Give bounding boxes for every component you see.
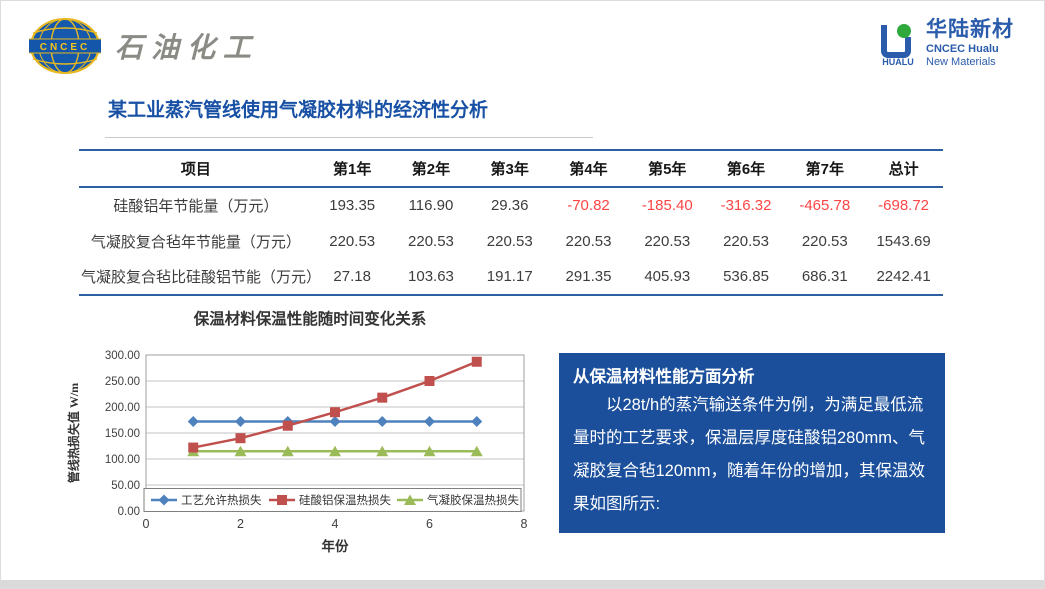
svg-text:300.00: 300.00 [105,350,140,362]
svg-text:HUALU: HUALU [882,57,914,67]
table-row: 气凝胶复合毡比硅酸铝节能（万元） 27.18 103.63 191.17 291… [79,259,943,295]
svg-text:0: 0 [143,517,150,531]
chart-legend: 工艺允许热损失 硅酸铝保温热损失 气凝胶保温热损失 [143,488,522,512]
cell: -465.78 [799,197,851,214]
cell: 27.18 [333,268,371,285]
svg-text:8: 8 [521,517,528,531]
svg-text:CNCEC: CNCEC [40,42,91,53]
svg-text:0.00: 0.00 [118,506,140,518]
chart-series-2 [187,445,483,457]
table-row: 硅酸铝年节能量（万元） 193.35 116.90 29.36 -70.82 -… [79,187,943,223]
cell: 191.17 [486,268,533,285]
svg-text:100.00: 100.00 [105,454,140,466]
row-label: 气凝胶复合毡比硅酸铝节能（万元） [81,269,313,286]
table-row: 气凝胶复合毡年节能量（万元） 220.53 220.53 220.53 220.… [79,223,943,259]
cell: 536.85 [723,268,769,285]
chart-title: 保温材料保温性能随时间变化关系 [193,309,427,328]
cell: 220.53 [408,232,454,250]
svg-text:硅酸铝保温热损失: 硅酸铝保温热损失 [299,493,391,507]
chart-y-axis-title: 管线热损失值 W/m [66,383,81,483]
col-header-item: 项目 [180,161,211,178]
cell: 220.53 [801,232,848,250]
cell: 220.53 [723,232,769,250]
cell-total: -698.72 [878,197,930,214]
cell: 405.93 [644,268,691,285]
cell: 193.35 [329,197,376,214]
hualu-name-en2: New Materials [926,55,996,68]
hualu-brand-names: 华陆新材 CNCEC Hualu New Materials [926,18,1014,68]
cell: 220.53 [329,232,376,250]
col-header-total: 总计 [888,161,919,178]
chart-y-tick-labels: 0.00 50.00 100.00 150.00 200.00 250.00 300.00 [105,350,140,518]
page-title: 某工业蒸汽管线使用气凝胶材料的经济性分析 [108,100,489,121]
table-header-row: 项目 第1年 第2年 第3年 第4年 第5年 第6年 第7年 总计 [79,150,943,187]
col-header-year5: 第5年 [648,161,687,178]
col-header-year1: 第1年 [333,161,372,178]
cell: 291.35 [565,268,612,285]
analysis-box: 从保温材料性能方面分析 以28t/h的蒸汽输送条件为例，为满足最低流量时的工艺要… [559,353,945,533]
row-label: 气凝胶复合毡年节能量（万元） [90,233,301,251]
svg-text:50.00: 50.00 [111,480,140,492]
insulation-performance-chart: 0.0050.00100.00150.00200.00250.00300.000… [66,309,528,554]
cell: 220.53 [565,232,612,250]
cell: 686.31 [801,268,848,285]
economics-table-wrap: 项目 第1年 第2年 第3年 第4年 第5年 第6年 第7年 总计 硅酸铝年节能… [79,149,943,296]
cell: 220.53 [486,232,533,250]
chart-x-axis-title: 年份 [322,538,349,554]
cncec-globe-icon: CNCEC [29,18,101,74]
cell: 116.90 [408,197,454,214]
analysis-body: 以28t/h的蒸汽输送条件为例，为满足最低流量时的工艺要求，保温层厚度硅酸铝28… [573,396,926,513]
col-header-year6: 第6年 [726,161,766,178]
svg-text:150.00: 150.00 [105,428,140,440]
title-underline [105,137,593,138]
svg-text:工艺允许热损失: 工艺允许热损失 [181,493,262,507]
cell: 220.53 [644,232,691,250]
chart-x-tick-labels: 0 2 4 6 8 [143,517,528,531]
chart-series-1 [188,356,482,453]
hualu-name-en1: CNCEC Hualu [926,43,999,56]
col-header-year2: 第2年 [411,161,451,178]
cell-total: 1543.69 [876,232,931,250]
cell: 103.63 [408,268,454,285]
col-header-year3: 第3年 [490,161,529,178]
svg-text:6: 6 [426,517,433,531]
slide-bottom-strip [1,580,1044,588]
svg-text:200.00: 200.00 [105,402,140,414]
cell: -70.82 [567,197,610,214]
svg-text:4: 4 [332,517,339,531]
analysis-heading: 从保温材料性能方面分析 [573,368,755,386]
chart-series-0 [187,416,483,428]
svg-text:气凝胶保温热损失: 气凝胶保温热损失 [427,493,519,507]
cell: -316.32 [720,197,772,214]
cell: -185.40 [641,197,693,214]
cncec-brand: CNCEC 石油化工 [29,17,259,75]
col-header-year7: 第7年 [805,161,844,178]
row-label: 硅酸铝年节能量（万元） [113,198,279,215]
hualu-logo-icon: HUALU [881,24,914,67]
hualu-brand: HUALU 华陆新材 CNCEC Hualu New Materials [877,18,1014,68]
svg-text:250.00: 250.00 [105,376,140,388]
svg-text:2: 2 [237,517,244,531]
cell: 29.36 [490,197,529,214]
col-header-year4: 第4年 [569,161,608,178]
hualu-name-cn: 华陆新材 [926,18,1014,41]
brand-cn-text: 石油化工 [115,33,260,64]
economics-table: 项目 第1年 第2年 第3年 第4年 第5年 第6年 第7年 总计 硅酸铝年节能… [79,149,943,296]
cell-total: 2242.41 [876,268,931,285]
